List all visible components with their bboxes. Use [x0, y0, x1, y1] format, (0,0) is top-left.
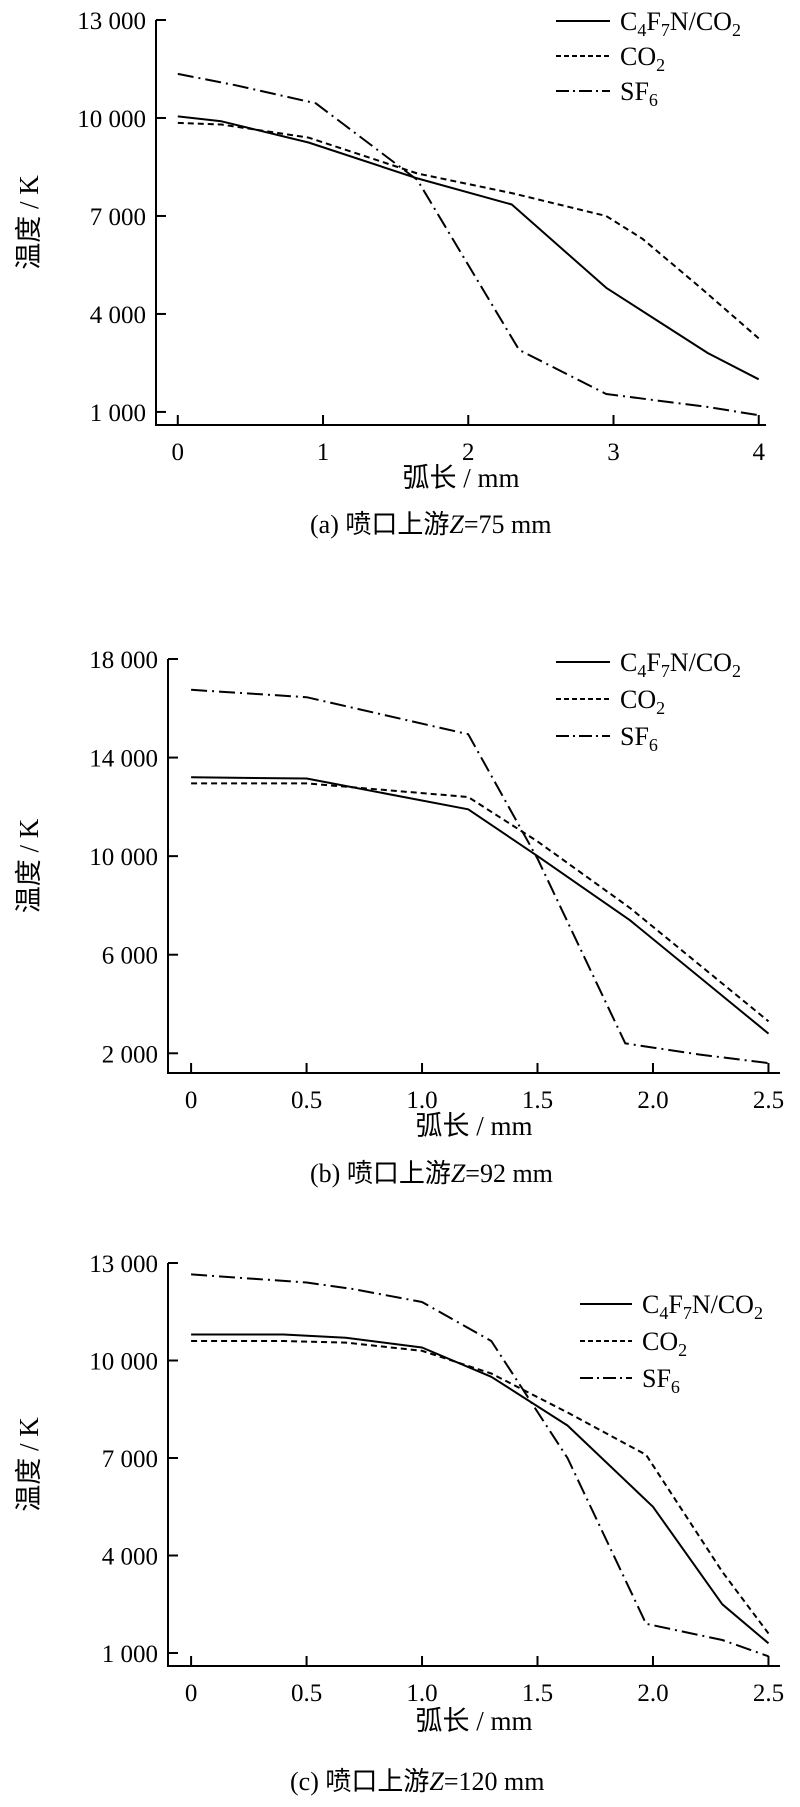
x-tick-label: 0 [185, 1087, 198, 1114]
y-tick-label: 13 000 [77, 8, 146, 35]
y-tick-label: 10 000 [89, 1349, 158, 1376]
series-line-SF6 [191, 1273, 769, 1658]
y-tick-label: 7 000 [102, 1446, 158, 1473]
legend-label: CO2 [642, 1327, 687, 1360]
y-tick-label: 14 000 [89, 746, 158, 773]
chart-panel-2: 1 000 4 000 7 000 10 000 13 000 0 0.5 1.0 1.5 2.0… [14, 1251, 784, 1796]
y-tick-label: 4 000 [90, 302, 146, 329]
x-tick-label: 2 [462, 439, 475, 466]
panel-caption: (c) 喷口上游Z=120 mm [290, 1767, 544, 1796]
x-tick-label: 4 [752, 439, 765, 466]
x-tick-label: 1.0 [406, 1087, 437, 1114]
x-tick-label: 0.5 [291, 1087, 322, 1114]
chart-panel-0: 1 000 4 000 7 000 10 000 13 000 0 1 2 3 4 C4F7N/CO… [14, 7, 766, 539]
x-tick-label: 0 [185, 1680, 198, 1707]
legend: C4F7N/CO2 CO2 SF6 [580, 1290, 763, 1397]
y-tick-label: 10 000 [89, 844, 158, 871]
legend-label: SF6 [620, 77, 658, 110]
x-tick-label: 0.5 [291, 1680, 322, 1707]
legend: C4F7N/CO2 CO2 SF6 [556, 648, 741, 755]
panel-caption: (b) 喷口上游Z=92 mm [310, 1159, 553, 1188]
series-line-C4F7N/CO2 [177, 115, 760, 381]
legend-label: CO2 [620, 42, 665, 75]
x-axis-label: 弧长 / mm [402, 463, 519, 493]
legend-label: CO2 [620, 685, 665, 718]
axes [155, 20, 766, 426]
legend-label: C4F7N/CO2 [620, 648, 741, 681]
chart-panel-1: 2 000 6 000 10 000 14 000 18 000 0 0.5 1.0 1.5 2.… [14, 647, 784, 1188]
x-tick-label: 1.0 [406, 1680, 437, 1707]
y-tick-label: 6 000 [102, 943, 158, 970]
panel-caption: (a) 喷口上游Z=75 mm [310, 510, 551, 539]
y-tick-label: 2 000 [102, 1041, 158, 1068]
x-tick-label: 3 [607, 439, 620, 466]
y-tick-label: 1 000 [90, 400, 146, 427]
y-tick-label: 4 000 [102, 1544, 158, 1571]
series-line-CO2 [191, 1340, 770, 1635]
axes [167, 1263, 780, 1667]
x-axis-label: 弧长 / mm [415, 1111, 532, 1141]
x-tick-label: 1.5 [522, 1680, 553, 1707]
x-tick-label: 2.0 [637, 1087, 668, 1114]
y-tick-label: 10 000 [77, 106, 146, 133]
x-tick-label: 2.5 [753, 1680, 784, 1707]
y-tick-label: 1 000 [102, 1641, 158, 1668]
x-tick-label: 2.0 [637, 1680, 668, 1707]
y-axis-label: 温度 / K [14, 175, 44, 270]
legend-label: C4F7N/CO2 [642, 1290, 763, 1323]
y-axis-label: 温度 / K [14, 818, 44, 913]
x-tick-label: 1.5 [522, 1087, 553, 1114]
x-axis-label: 弧长 / mm [415, 1706, 532, 1736]
y-axis-label: 温度 / K [14, 1417, 44, 1512]
series-line-SF6 [191, 688, 769, 1065]
series-line-C4F7N/CO2 [191, 1333, 770, 1645]
series-line-CO2 [191, 782, 770, 1023]
y-tick-label: 13 000 [89, 1251, 158, 1278]
legend-label: C4F7N/CO2 [620, 7, 741, 40]
series-line-C4F7N/CO2 [191, 776, 770, 1035]
x-tick-label: 0 [172, 439, 185, 466]
x-tick-label: 1 [317, 439, 330, 466]
legend-label: SF6 [620, 722, 658, 755]
series-line-CO2 [177, 121, 760, 340]
y-tick-label: 18 000 [89, 647, 158, 674]
legend-label: SF6 [642, 1364, 680, 1397]
x-tick-label: 2.5 [753, 1087, 784, 1114]
axes [167, 659, 780, 1074]
series-line-SF6 [177, 72, 759, 417]
y-tick-label: 7 000 [90, 204, 146, 231]
